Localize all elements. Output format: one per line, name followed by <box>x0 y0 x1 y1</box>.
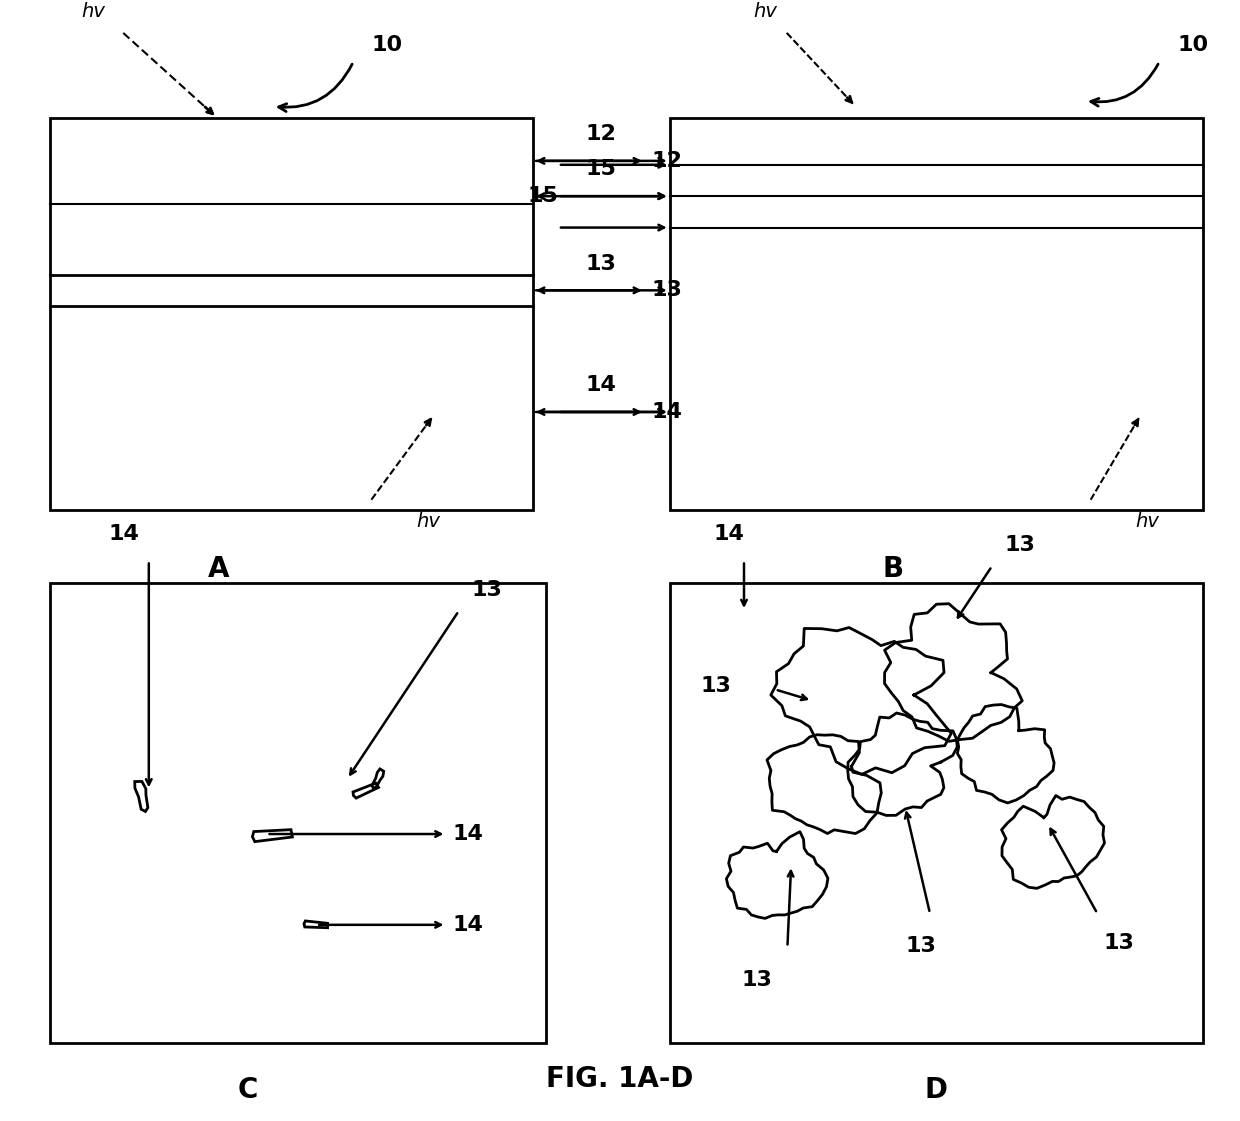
Text: 13: 13 <box>471 580 502 600</box>
Text: 15: 15 <box>527 186 558 206</box>
Text: 14: 14 <box>713 524 744 544</box>
Text: 13: 13 <box>651 280 682 300</box>
Text: 13: 13 <box>1104 933 1135 953</box>
Text: 10: 10 <box>372 35 403 55</box>
Text: 13: 13 <box>587 253 616 274</box>
Bar <box>670 583 1203 1043</box>
Text: 13: 13 <box>906 936 936 956</box>
Text: 14: 14 <box>109 524 139 544</box>
Text: hv: hv <box>1135 512 1159 530</box>
Text: D: D <box>925 1076 947 1104</box>
Text: 13: 13 <box>1004 535 1035 555</box>
FancyArrowPatch shape <box>1091 64 1158 106</box>
Text: 13: 13 <box>742 970 773 990</box>
Text: 14: 14 <box>651 402 682 421</box>
Text: 14: 14 <box>587 376 616 395</box>
Bar <box>50 583 546 1043</box>
Text: 12: 12 <box>587 124 616 143</box>
Text: hv: hv <box>81 2 105 20</box>
FancyArrowPatch shape <box>279 64 352 111</box>
Text: A: A <box>208 555 229 583</box>
Text: 10: 10 <box>1178 35 1209 55</box>
Text: 15: 15 <box>587 159 616 179</box>
Text: hv: hv <box>415 512 440 530</box>
Text: 14: 14 <box>453 824 484 844</box>
Text: FIG. 1A-D: FIG. 1A-D <box>547 1065 693 1093</box>
Text: 14: 14 <box>453 915 484 935</box>
Bar <box>50 118 533 510</box>
Text: 12: 12 <box>651 151 682 170</box>
Text: 13: 13 <box>701 676 732 696</box>
Text: hv: hv <box>753 2 777 20</box>
Text: B: B <box>883 555 904 583</box>
Text: C: C <box>238 1076 258 1104</box>
Bar <box>670 118 1203 510</box>
